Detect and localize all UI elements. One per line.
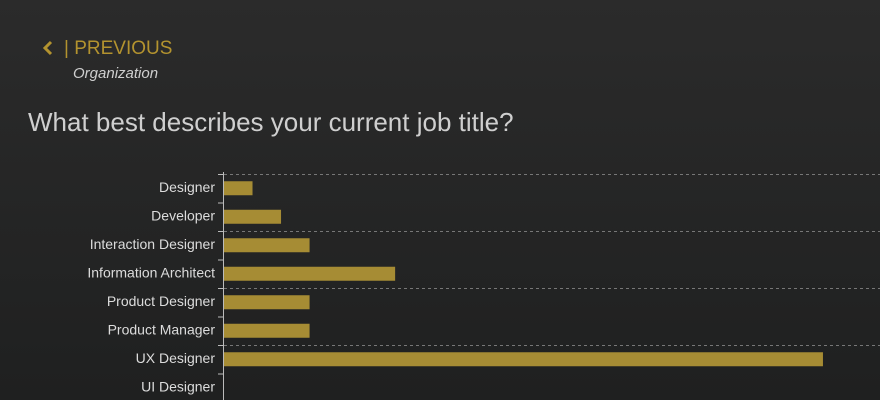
bar: [224, 238, 310, 253]
bar: [224, 295, 310, 310]
bar: [224, 352, 823, 367]
category-label: Product Designer: [107, 293, 216, 309]
category-label: Information Architect: [87, 264, 215, 280]
category-label: Developer: [151, 207, 215, 223]
category-label: UX Designer: [136, 350, 216, 366]
section-name: Organization: [73, 65, 158, 82]
bar: [224, 181, 253, 196]
bar: [224, 323, 310, 338]
previous-link[interactable]: | PREVIOUS: [64, 38, 172, 59]
back-link[interactable]: | PREVIOUS: [42, 38, 172, 59]
bar: [224, 266, 396, 281]
bar: [224, 209, 282, 224]
question-title: What best describes your current job tit…: [28, 107, 514, 137]
category-label: Designer: [159, 179, 215, 195]
category-label: Interaction Designer: [90, 236, 216, 252]
chevron-icon[interactable]: [42, 40, 53, 56]
category-label: UI Designer: [141, 378, 215, 394]
category-label: Product Manager: [108, 321, 216, 337]
